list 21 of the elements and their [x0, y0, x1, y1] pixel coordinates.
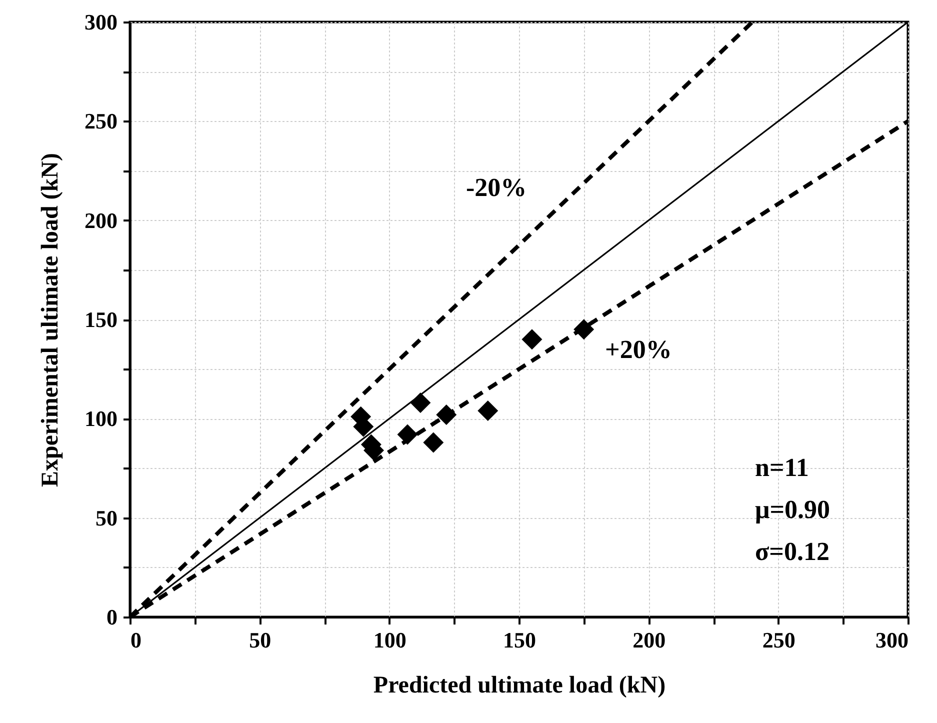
annotation: +20%: [605, 335, 672, 364]
y-tick-label: 250: [84, 108, 118, 134]
y-tick-label: 100: [84, 406, 118, 432]
x-tick-label: 300: [876, 628, 908, 652]
y-tick-label: 0: [106, 604, 118, 630]
annotation: -20%: [466, 173, 527, 202]
annotation: σ=0.12: [755, 537, 830, 566]
y-tick-label: 50: [96, 505, 118, 530]
x-tick-label: 250: [762, 628, 796, 652]
y-tick-label: 300: [84, 10, 118, 34]
x-tick-label: 0: [130, 628, 142, 652]
x-tick-label: 100: [373, 628, 406, 652]
x-tick-label: 200: [632, 628, 666, 652]
y-axis-title: Experimental ultimate load (kN): [38, 153, 64, 487]
annotation: n=11: [755, 453, 809, 482]
x-axis-title: Predicted ultimate load (kN): [373, 672, 666, 698]
x-tick-label: 150: [503, 628, 536, 652]
y-tick-label: 150: [84, 307, 118, 332]
annotation: μ=0.90: [755, 495, 830, 524]
x-tick-label: 50: [249, 628, 272, 652]
y-tick-label: 200: [84, 208, 118, 233]
